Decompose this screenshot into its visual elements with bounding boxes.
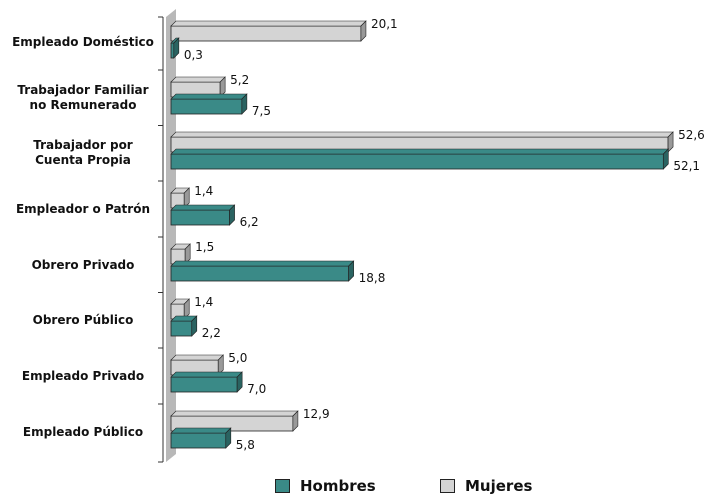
data-label-hombres: 0,3 xyxy=(184,48,203,62)
bar-hombres-side xyxy=(191,315,198,337)
bar-hombres-top xyxy=(170,427,232,434)
data-label-mujeres: 1,4 xyxy=(194,295,213,309)
bar-hombres xyxy=(170,320,193,337)
category-label-line: Obrero Público xyxy=(32,312,134,327)
bar-hombres xyxy=(170,265,350,282)
bar-hombres-top xyxy=(170,148,670,155)
category-label: Obrero Privado xyxy=(8,258,158,273)
bar-hombres-top xyxy=(170,204,236,211)
bar-hombres xyxy=(170,432,227,449)
category-label: Trabajador Familiar no Remunerado xyxy=(8,83,158,113)
bar-mujeres-side xyxy=(217,354,224,376)
bar-hombres-side xyxy=(241,93,248,115)
legend-label-hombres: Hombres xyxy=(300,477,376,495)
data-label-mujeres: 1,5 xyxy=(195,240,214,254)
legend-swatch-hombres xyxy=(275,479,290,493)
bar-hombres xyxy=(170,98,243,115)
bar-hombres-side xyxy=(173,37,180,59)
category-label-line: Empleado Público xyxy=(22,424,144,439)
bar-hombres-top xyxy=(170,93,248,100)
bar-hombres xyxy=(170,153,664,170)
category-label: Obrero Público xyxy=(8,313,158,328)
bar-hombres-top xyxy=(170,371,243,378)
data-label-mujeres: 5,0 xyxy=(228,351,247,365)
bar-hombres-side xyxy=(225,427,232,449)
category-label-line: Empleado Doméstico xyxy=(12,34,154,49)
data-label-mujeres: 20,1 xyxy=(371,17,398,31)
bar-mujeres-top xyxy=(170,76,226,83)
bar-mujeres-top xyxy=(170,131,674,138)
category-label: Empleado Público xyxy=(8,425,158,440)
category-label: Trabajador por Cuenta Propia xyxy=(8,138,158,168)
category-label-line: Cuenta Propia xyxy=(35,153,131,167)
bar-hombres-side xyxy=(348,260,354,282)
bar-hombres xyxy=(170,376,238,393)
category-label-line: Trabajador Familiar xyxy=(17,83,149,97)
category-label-line: Empleador o Patrón xyxy=(15,201,150,216)
data-label-mujeres: 5,2 xyxy=(230,73,249,87)
bar-hombres xyxy=(170,42,175,59)
bar-mujeres-side xyxy=(183,187,190,209)
legend-label-mujeres: Mujeres xyxy=(465,477,533,495)
category-label-line: no Remunerado xyxy=(29,98,137,112)
data-label-hombres: 18,8 xyxy=(359,271,386,285)
data-label-mujeres: 12,9 xyxy=(303,407,330,421)
bar-hombres-side xyxy=(229,204,235,226)
category-label-line: Trabajador por xyxy=(33,138,133,152)
data-label-hombres: 6,2 xyxy=(240,215,259,229)
category-label: Empleado Privado xyxy=(8,369,158,384)
legend-hombres: Hombres xyxy=(275,477,376,495)
bar-mujeres-side xyxy=(360,20,367,42)
bar-hombres-top xyxy=(170,260,355,267)
bar-hombres-side xyxy=(663,148,669,170)
data-label-mujeres: 1,4 xyxy=(194,184,213,198)
data-label-hombres: 5,8 xyxy=(236,438,255,452)
category-label-line: Empleado Privado xyxy=(21,368,145,383)
bar-mujeres xyxy=(170,25,362,42)
data-label-hombres: 7,5 xyxy=(252,104,271,118)
legend-mujeres: Mujeres xyxy=(440,477,532,495)
data-label-mujeres: 52,6 xyxy=(678,128,705,142)
data-label-hombres: 2,2 xyxy=(202,326,221,340)
bar-mujeres-side xyxy=(184,243,191,265)
bar-mujeres-side xyxy=(292,410,299,432)
bar-chart: 20,1 0,3 5,2 7,5 52,6 52,1 1,4 6,2 1,5 18,8 1,4 2,2… xyxy=(158,9,705,463)
category-label: Empleado Doméstico xyxy=(8,35,158,50)
bar-mujeres-top xyxy=(170,410,299,417)
bar-mujeres-top xyxy=(170,20,367,27)
bar-hombres xyxy=(170,209,230,226)
category-label: Empleador o Patrón xyxy=(8,202,158,217)
bar-hombres-side xyxy=(236,371,243,393)
axis-wall xyxy=(166,9,176,462)
bar-mujeres-side xyxy=(667,131,674,153)
bar-mujeres-side xyxy=(183,298,190,320)
category-label-line: Obrero Privado xyxy=(31,257,135,272)
legend-swatch-mujeres xyxy=(440,479,455,493)
data-label-hombres: 52,1 xyxy=(673,159,700,173)
data-label-hombres: 7,0 xyxy=(247,382,266,396)
bar-mujeres-top xyxy=(170,354,224,361)
bar-mujeres-side xyxy=(219,76,226,98)
